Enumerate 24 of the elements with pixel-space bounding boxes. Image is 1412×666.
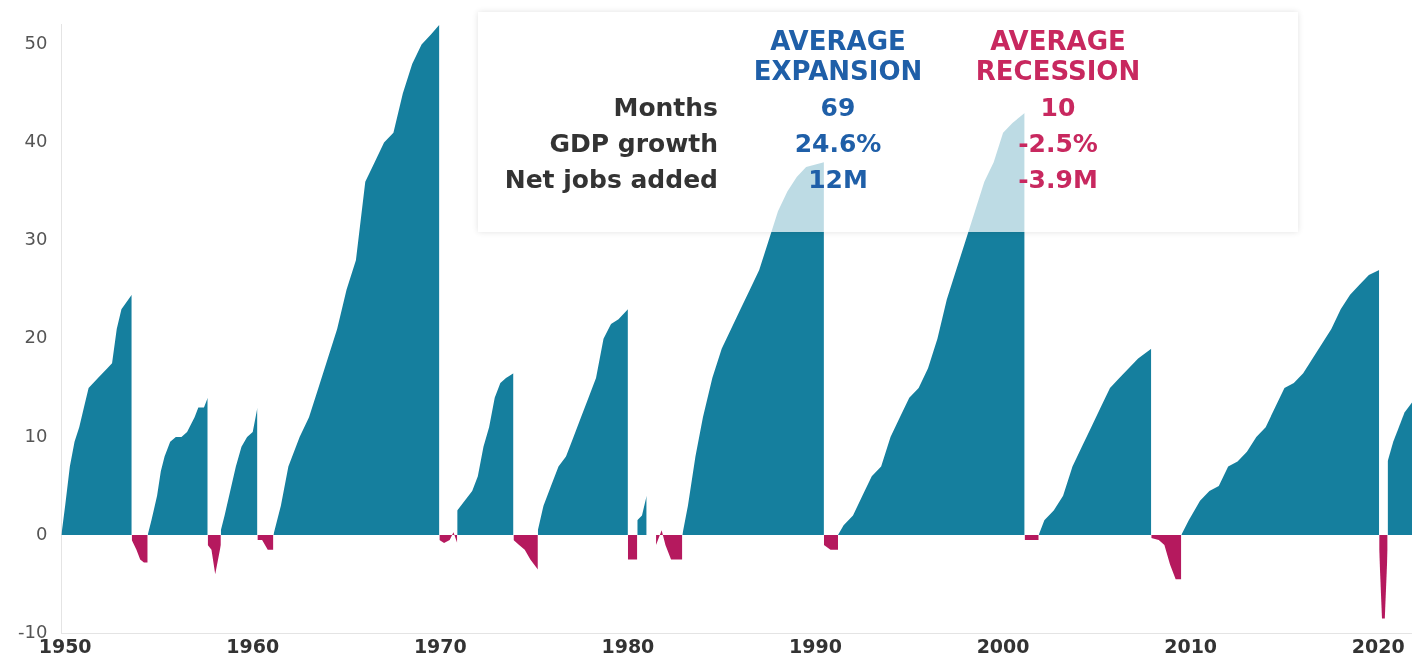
y-tick-label: 50 — [24, 32, 48, 54]
text: 10 — [1040, 93, 1076, 122]
text: 12M — [808, 165, 868, 194]
category-label: AVERAGE RECESSION — [974, 26, 1142, 88]
x-tick-label: 1980 — [601, 634, 655, 657]
x-tick-label: 1970 — [413, 634, 467, 657]
category-label: Months — [613, 93, 718, 122]
x-tick-label: 2020 — [1351, 634, 1405, 657]
category-label: AVERAGE EXPANSION — [752, 26, 924, 88]
y-tick-label: 10 — [24, 424, 48, 446]
x-tick-label: 1990 — [789, 634, 842, 657]
text: 24.6% — [794, 129, 882, 158]
x-tick-label: 1960 — [226, 634, 280, 657]
text: 69 — [820, 93, 856, 122]
text: -3.9M — [1018, 165, 1098, 194]
x-tick-label: 2010 — [1164, 634, 1218, 657]
text: -2.5% — [1018, 129, 1098, 158]
category-label: GDP growth — [549, 129, 718, 158]
category-label: Net jobs added — [504, 165, 718, 194]
y-tick-label: 20 — [24, 326, 48, 348]
y-tick-label: 0 — [35, 522, 48, 544]
y-tick-label: 40 — [24, 130, 48, 152]
x-tick-label: 2000 — [976, 634, 1030, 657]
y-tick-label: 30 — [24, 228, 48, 250]
